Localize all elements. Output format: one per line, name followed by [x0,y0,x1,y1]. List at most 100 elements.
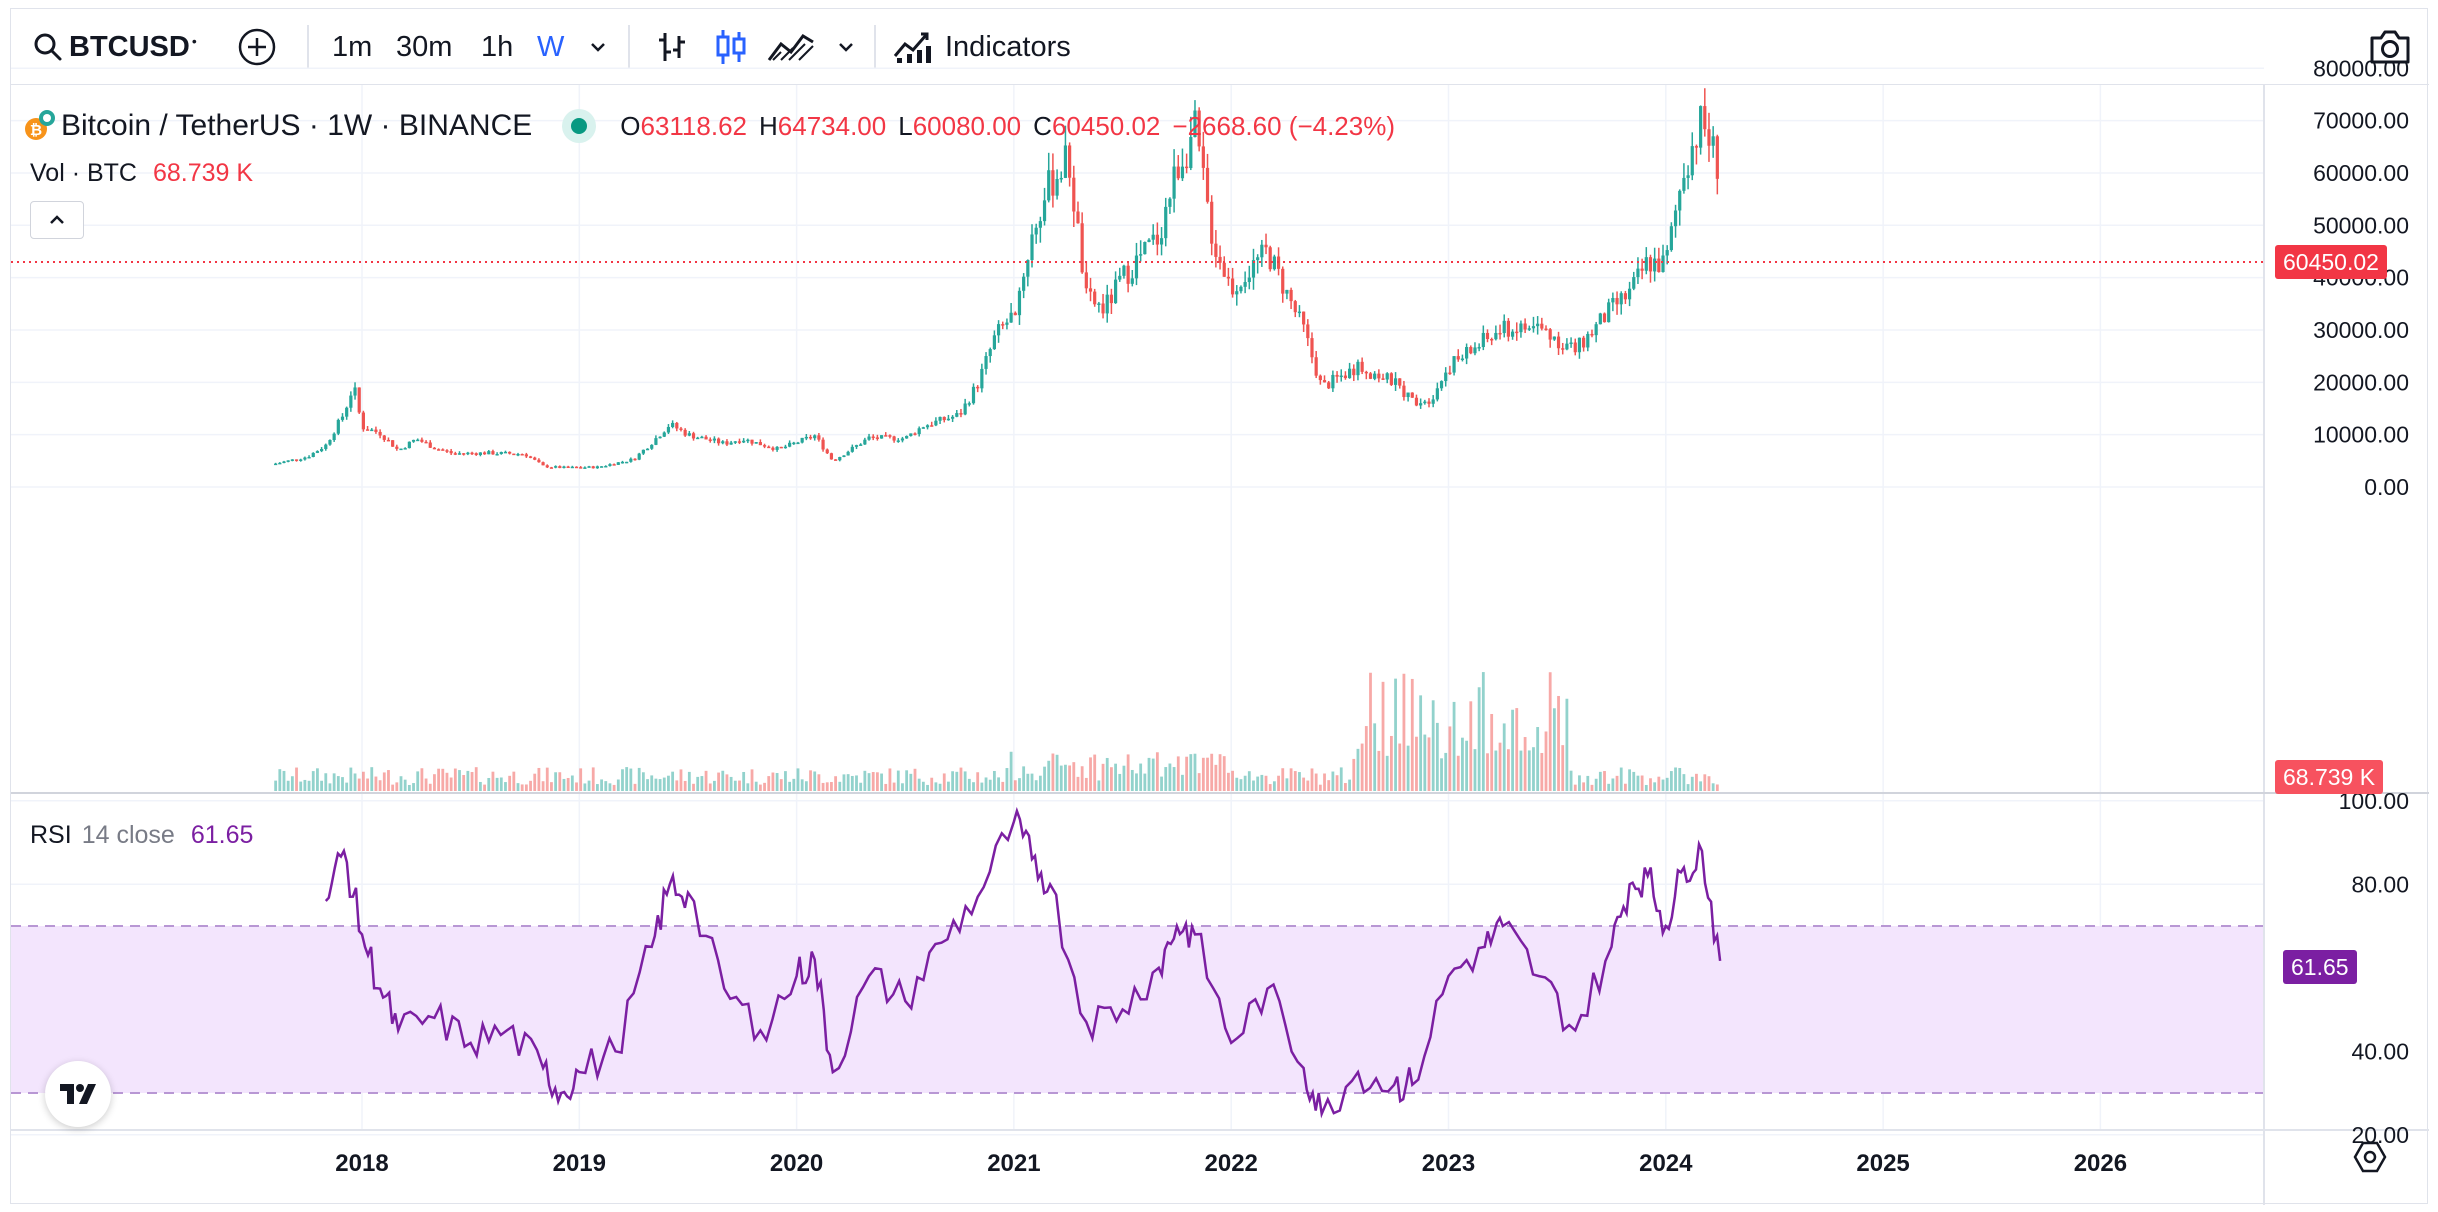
symbol-search-button[interactable]: BTCUSD • [33,9,197,85]
price-axis-label: 20000.00 [2313,369,2409,395]
interval-30m[interactable]: 30m [396,9,452,85]
candle-body [1373,373,1377,379]
volume-bar [320,780,324,791]
volume-bar [1293,771,1297,791]
volume-bar [361,771,365,791]
interval-1m[interactable]: 1m [332,9,372,85]
volume-bar [575,782,578,791]
candle-body [700,436,704,439]
volume-bar [992,770,996,791]
chart-style-dropdown[interactable] [835,9,857,85]
bitcoin-icon: ₿ [25,110,55,140]
volume-bar [1611,778,1615,791]
volume-bar [951,771,955,791]
candle-body [980,368,984,389]
volume-bar [888,768,892,791]
candle-body [1068,145,1072,178]
volume-bar [1628,769,1631,791]
volume-bar [1423,734,1427,791]
candle-body [1632,277,1636,289]
candle-body [1030,234,1034,261]
volume-bar [792,778,796,791]
volume-bar [420,768,424,791]
compare-symbol-button[interactable] [237,9,277,85]
rsi-legend[interactable]: RSI 14 close 61.65 [30,817,253,853]
volume-bar [859,782,863,791]
volume-bar [341,777,344,791]
volume-bar [1222,756,1226,791]
candle-body [691,433,696,439]
price-axis: 0.0010000.0020000.0030000.0040000.005000… [2313,55,2409,500]
volume-bar [713,780,716,791]
interval-1h[interactable]: 1h [481,9,513,85]
candle-body [1126,265,1130,284]
collapse-legend-button[interactable] [30,201,84,239]
symbol-legend[interactable]: ₿ Bitcoin / TetherUS · 1W · BINANCE O 63… [25,103,1395,149]
volume-bar [972,782,975,791]
volume-bar [382,772,386,791]
volume-bar [1348,779,1352,791]
last-price-tag: 60450.02 [2275,245,2387,279]
candle-body [967,403,971,405]
time-axis-label: 2019 [553,1150,606,1177]
volume-bar [1323,773,1326,791]
candle-body [499,452,503,455]
bar-style-button[interactable] [655,9,689,85]
volume-bar [1289,768,1293,791]
tradingview-logo-button[interactable] [45,1061,111,1127]
snapshot-button[interactable] [2368,9,2412,85]
candle-body [1368,373,1373,379]
candle-body [583,467,587,469]
candle-body [1481,332,1485,348]
candle-body [1122,265,1126,276]
candle-body [579,467,583,469]
candle-body [428,442,432,448]
candle-body [336,419,340,434]
volume-bar [1101,763,1105,791]
volume-bar [1619,767,1623,791]
volume-bar [662,777,666,791]
candle-body [834,459,838,461]
candle-body [470,452,474,455]
time-axis: 2018 2019 2020 2021 2022 2023 2024 2025 2026 [335,1150,2127,1177]
volume-bar [1448,726,1452,791]
volume-bar [850,775,854,791]
line-style-button[interactable] [767,9,815,85]
volume-bar [1227,772,1230,791]
interval-dropdown[interactable] [587,9,609,85]
candle-style-button[interactable] [714,9,748,85]
candle-body [294,459,299,461]
volume-legend[interactable]: Vol · BTC 68.739 K [30,155,253,191]
candle-body [1439,381,1444,389]
volume-bar [616,779,620,791]
candle-body [587,466,591,468]
candle-body [1164,206,1168,239]
volume-bar [316,768,319,791]
volume-bar [629,768,633,791]
volume-bar [855,775,858,791]
candle-body [299,459,303,461]
volume-bar [1603,771,1606,791]
candle-body [1682,177,1686,191]
chart-canvas[interactable]: 0.0010000.0020000.0030000.0040000.005000… [11,9,2429,1205]
volume-bar [570,775,574,791]
candle-body [537,459,541,463]
candle-body [503,451,508,454]
market-status-badge[interactable] [562,109,597,143]
volume-bar [821,782,825,791]
indicators-button[interactable]: Indicators [893,9,1071,85]
candle-body [1055,179,1059,196]
candle-body [716,438,721,444]
volume-bar [1026,773,1030,791]
candle-body [453,453,457,455]
time-axis-settings-button[interactable] [2353,1141,2387,1173]
candle-body [1239,286,1243,292]
volume-bar [290,776,294,791]
candle-body [758,442,762,446]
volume-bar [1310,768,1314,791]
candle-body [320,449,324,452]
interval-w[interactable]: W [537,9,564,85]
candle-body [382,435,386,440]
volume-bar [947,781,950,791]
volume-bar [654,778,658,791]
